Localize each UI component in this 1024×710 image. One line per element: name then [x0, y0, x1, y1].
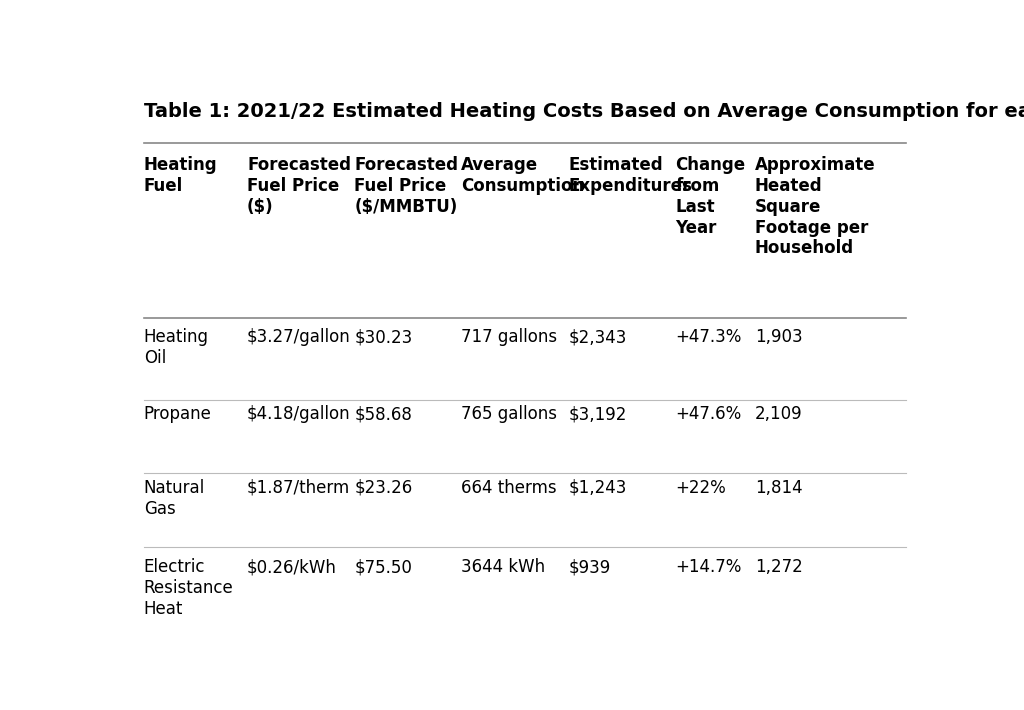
Text: Natural
Gas: Natural Gas — [143, 479, 205, 518]
Text: Approximate
Heated
Square
Footage per
Household: Approximate Heated Square Footage per Ho… — [755, 156, 876, 258]
Text: $3.27/gallon: $3.27/gallon — [247, 329, 351, 346]
Text: Propane: Propane — [143, 405, 212, 423]
Text: Average
Consumption: Average Consumption — [462, 156, 585, 195]
Text: Table 1: 2021/22 Estimated Heating Costs Based on Average Consumption for each F: Table 1: 2021/22 Estimated Heating Costs… — [143, 102, 1024, 121]
Text: $75.50: $75.50 — [354, 558, 412, 576]
Text: $1.87/therm: $1.87/therm — [247, 479, 350, 497]
Text: Change
from
Last
Year: Change from Last Year — [676, 156, 745, 236]
Text: $1,243: $1,243 — [568, 479, 627, 497]
Text: +22%: +22% — [676, 479, 726, 497]
Text: $3,192: $3,192 — [568, 405, 627, 423]
Text: 664 therms: 664 therms — [462, 479, 557, 497]
Text: $23.26: $23.26 — [354, 479, 413, 497]
Text: 1,903: 1,903 — [755, 329, 803, 346]
Text: $2,343: $2,343 — [568, 329, 627, 346]
Text: 717 gallons: 717 gallons — [462, 329, 557, 346]
Text: $939: $939 — [568, 558, 610, 576]
Text: Estimated
Expenditures: Estimated Expenditures — [568, 156, 692, 195]
Text: 1,814: 1,814 — [755, 479, 803, 497]
Text: Electric
Resistance
Heat: Electric Resistance Heat — [143, 558, 233, 618]
Text: 3644 kWh: 3644 kWh — [462, 558, 546, 576]
Text: +47.3%: +47.3% — [676, 329, 742, 346]
Text: $30.23: $30.23 — [354, 329, 413, 346]
Text: 2,109: 2,109 — [755, 405, 803, 423]
Text: +47.6%: +47.6% — [676, 405, 741, 423]
Text: 1,272: 1,272 — [755, 558, 803, 576]
Text: $0.26/kWh: $0.26/kWh — [247, 558, 337, 576]
Text: Heating
Oil: Heating Oil — [143, 329, 209, 367]
Text: $4.18/gallon: $4.18/gallon — [247, 405, 350, 423]
Text: 765 gallons: 765 gallons — [462, 405, 557, 423]
Text: Heating
Fuel: Heating Fuel — [143, 156, 217, 195]
Text: $58.68: $58.68 — [354, 405, 412, 423]
Text: Forecasted
Fuel Price
($/MMBTU): Forecasted Fuel Price ($/MMBTU) — [354, 156, 458, 216]
Text: +14.7%: +14.7% — [676, 558, 742, 576]
Text: Forecasted
Fuel Price
($): Forecasted Fuel Price ($) — [247, 156, 351, 216]
